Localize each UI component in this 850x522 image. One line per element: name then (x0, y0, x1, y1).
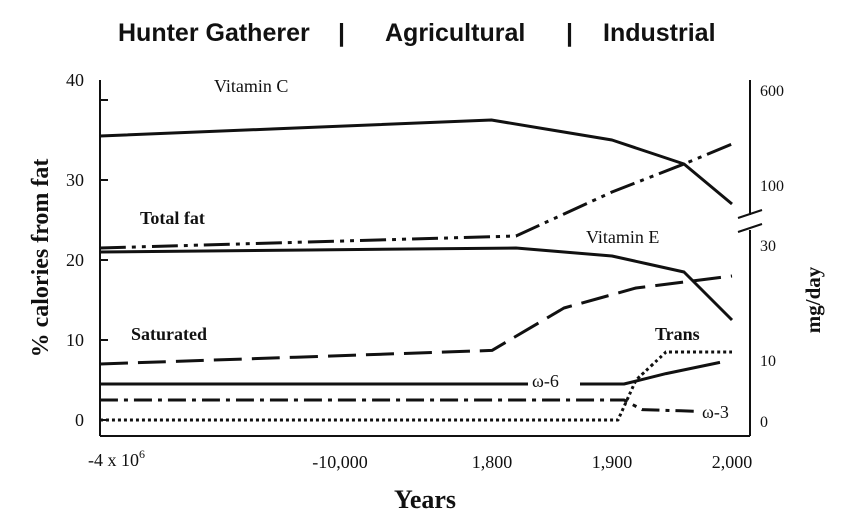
series-label-saturated: Saturated (131, 324, 207, 344)
x-tick-label: 1,800 (472, 452, 513, 472)
y-tick-label: 30 (66, 170, 84, 190)
era-hunter-gatherer: Hunter Gatherer (118, 19, 310, 47)
series-line-total-fat (99, 142, 733, 250)
series-line-omega-6 (99, 360, 721, 386)
series-line-trans (99, 350, 732, 422)
axis-break-mark-lower (737, 223, 763, 233)
series-label-trans: Trans (655, 324, 700, 344)
y2-tick-label: 30 (760, 238, 776, 255)
series-label-vitamin-c: Vitamin C (214, 76, 288, 96)
x-tick-label: 2,000 (712, 452, 753, 472)
era-agricultural: Agricultural (385, 19, 525, 47)
right-ticks: 0 10 30 100 600 (760, 83, 784, 431)
y-axis-title: % calories from fat (28, 159, 54, 358)
y-tick-label: 0 (75, 410, 84, 430)
series-line-omega-3 (100, 398, 721, 414)
series-label-vitamin-e: Vitamin E (586, 227, 659, 247)
series-label-total-fat: Total fat (140, 208, 205, 228)
x-tick-label: -10,000 (312, 452, 368, 472)
y-tick-label: 10 (66, 330, 84, 350)
y-tick-label: 40 (66, 70, 84, 90)
y2-tick-label: 10 (760, 353, 776, 370)
x-tick-superscript: 6 (139, 447, 145, 461)
y2-tick-label: 600 (760, 83, 784, 100)
series-group (99, 118, 734, 422)
left-ticks: 0 10 20 30 40 (66, 70, 108, 430)
y2-tick-label: 100 (760, 178, 784, 195)
x-tick-label: 1,900 (592, 452, 633, 472)
x-tick-label: -4 x 106 (88, 447, 145, 470)
y2-tick-label: 0 (760, 414, 768, 431)
era-separator-1: | (338, 19, 345, 47)
y2-axis-title: mg/day (801, 266, 825, 333)
era-separator-2: | (566, 19, 573, 47)
x-tick-base: -4 x 10 (88, 450, 139, 470)
series-line-vitamin-c (99, 118, 733, 206)
omega-3-label-bg (698, 400, 748, 424)
omega-6-label-bg (528, 370, 580, 392)
era-industrial: Industrial (603, 19, 716, 47)
x-ticks: -4 x 106 -10,000 1,800 1,900 2,000 (88, 447, 752, 472)
series-label-omega-3: ω-3 (702, 402, 729, 422)
series-line-vitamin-e (99, 246, 734, 322)
x-axis-title: Years (394, 485, 456, 514)
axis-break-mark-upper (737, 209, 763, 219)
y-tick-label: 20 (66, 250, 84, 270)
series-line-saturated (99, 274, 733, 366)
series-label-omega-6: ω-6 (532, 371, 559, 391)
